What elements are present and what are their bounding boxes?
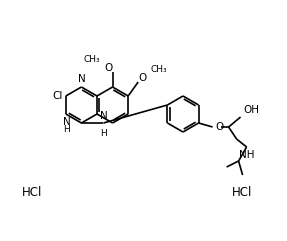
- Text: Cl: Cl: [53, 91, 63, 101]
- Text: CH₃: CH₃: [150, 66, 167, 74]
- Text: NH: NH: [239, 150, 254, 160]
- Text: N: N: [63, 117, 71, 127]
- Text: O: O: [138, 73, 146, 83]
- Text: N: N: [77, 74, 85, 84]
- Text: N: N: [100, 111, 107, 121]
- Text: HCl: HCl: [22, 187, 42, 200]
- Text: H: H: [63, 125, 70, 134]
- Text: O: O: [104, 63, 113, 73]
- Text: CH₃: CH₃: [84, 55, 100, 65]
- Text: OH: OH: [244, 105, 259, 115]
- Text: O: O: [216, 122, 224, 132]
- Text: HCl: HCl: [232, 187, 252, 200]
- Text: H: H: [100, 129, 107, 138]
